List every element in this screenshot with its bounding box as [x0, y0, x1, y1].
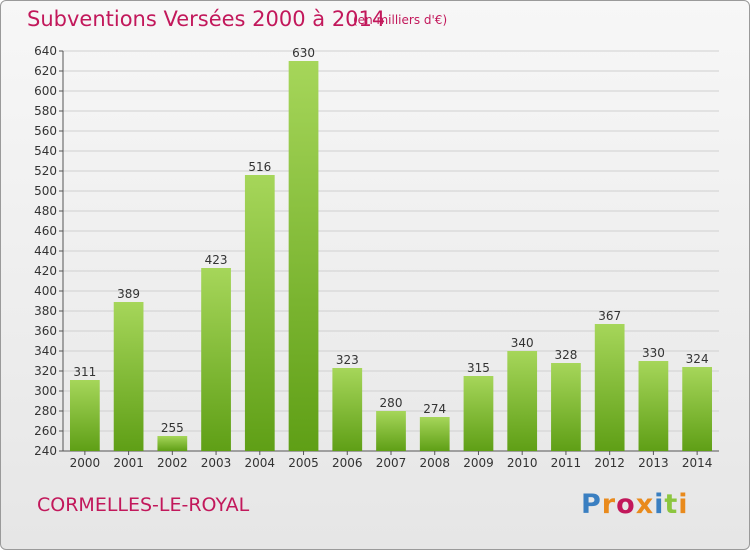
labels: 311 389 255 423 516 630 323 280 274 315 340 328 367 3… — [73, 46, 708, 435]
y-tick-label: 420 — [34, 264, 57, 278]
logo-letter: i — [678, 489, 689, 520]
bars — [69, 61, 713, 451]
x-tick-label: 2001 — [113, 456, 144, 470]
y-tick-label: 340 — [34, 344, 57, 358]
data-label: 324 — [686, 352, 709, 366]
bar-2011 — [551, 363, 581, 451]
bar-2002 — [157, 436, 188, 451]
y-tick-label: 300 — [34, 384, 57, 398]
data-label: 311 — [73, 365, 96, 379]
x-tick-label: 2005 — [288, 456, 319, 470]
x-tick-label: 2010 — [507, 456, 538, 470]
x-tick-label: 2007 — [376, 456, 407, 470]
x-tick-label: 2006 — [332, 456, 363, 470]
logo-letter: o — [616, 489, 636, 520]
y-tick-label: 280 — [34, 404, 57, 418]
data-label: 323 — [336, 353, 359, 367]
data-label: 255 — [161, 421, 184, 435]
bar-2003 — [201, 268, 231, 451]
bar-2001 — [113, 302, 144, 451]
bar-2007 — [376, 411, 406, 451]
bar-2013 — [638, 361, 669, 451]
x-tick-label: 2002 — [157, 456, 188, 470]
x-tick-label: 2014 — [682, 456, 713, 470]
y-tick-label: 600 — [34, 84, 57, 98]
y-tick-label: 460 — [34, 224, 57, 238]
bar-2014 — [682, 367, 713, 451]
town-name: CORMELLES-LE-ROYAL — [37, 494, 250, 516]
bar-2009 — [463, 376, 494, 451]
x-tick-label: 2013 — [638, 456, 669, 470]
bar-2000 — [69, 380, 100, 451]
data-label: 280 — [380, 396, 403, 410]
data-label: 330 — [642, 346, 665, 360]
logo-letter: P — [581, 489, 602, 520]
logo-letter: i — [654, 489, 665, 520]
y-tick-label: 500 — [34, 184, 57, 198]
x-tick-label: 2008 — [419, 456, 450, 470]
y-tick-label: 380 — [34, 304, 57, 318]
x-tick-label: 2000 — [70, 456, 101, 470]
y-tick-label: 240 — [34, 444, 57, 458]
x-tick-label: 2012 — [594, 456, 625, 470]
logo-letter: r — [601, 489, 617, 520]
logo-letter: x — [635, 489, 655, 520]
x-tick-label: 2003 — [201, 456, 232, 470]
x-tick-label: 2009 — [463, 456, 494, 470]
y-tick-label: 440 — [34, 244, 57, 258]
x-tick-label: 2004 — [245, 456, 276, 470]
bar-2012 — [594, 324, 625, 451]
data-label: 423 — [205, 253, 228, 267]
bar-2010 — [507, 351, 538, 451]
y-tick-label: 480 — [34, 204, 57, 218]
y-tick-label: 520 — [34, 164, 57, 178]
y-tick-label: 260 — [34, 424, 57, 438]
bar-2008 — [419, 417, 450, 451]
data-label: 389 — [117, 287, 140, 301]
y-tick-label: 320 — [34, 364, 57, 378]
data-label: 340 — [511, 336, 534, 350]
y-tick-label: 540 — [34, 144, 57, 158]
bar-2006 — [332, 368, 363, 451]
y-tick-label: 580 — [34, 104, 57, 118]
data-label: 315 — [467, 361, 490, 375]
chart-title: Subventions Versées 2000 à 2014 — [27, 7, 386, 31]
proxiti-logo: Proxiti — [581, 489, 689, 520]
x-tick-label: 2011 — [551, 456, 582, 470]
data-label: 516 — [248, 160, 271, 174]
data-label: 328 — [554, 348, 577, 362]
y-tick-label: 620 — [34, 64, 57, 78]
y-tick-label: 400 — [34, 284, 57, 298]
bar-2004 — [244, 175, 275, 451]
logo-letter: t — [664, 489, 679, 520]
y-tick-label: 360 — [34, 324, 57, 338]
data-label: 274 — [423, 402, 446, 416]
y-tick-label: 560 — [34, 124, 57, 138]
chart-unit-label: (en milliers d'€) — [353, 13, 448, 27]
data-label: 630 — [292, 46, 315, 60]
y-tick-label: 640 — [34, 44, 57, 58]
data-label: 367 — [598, 309, 621, 323]
bar-2005 — [288, 61, 319, 451]
